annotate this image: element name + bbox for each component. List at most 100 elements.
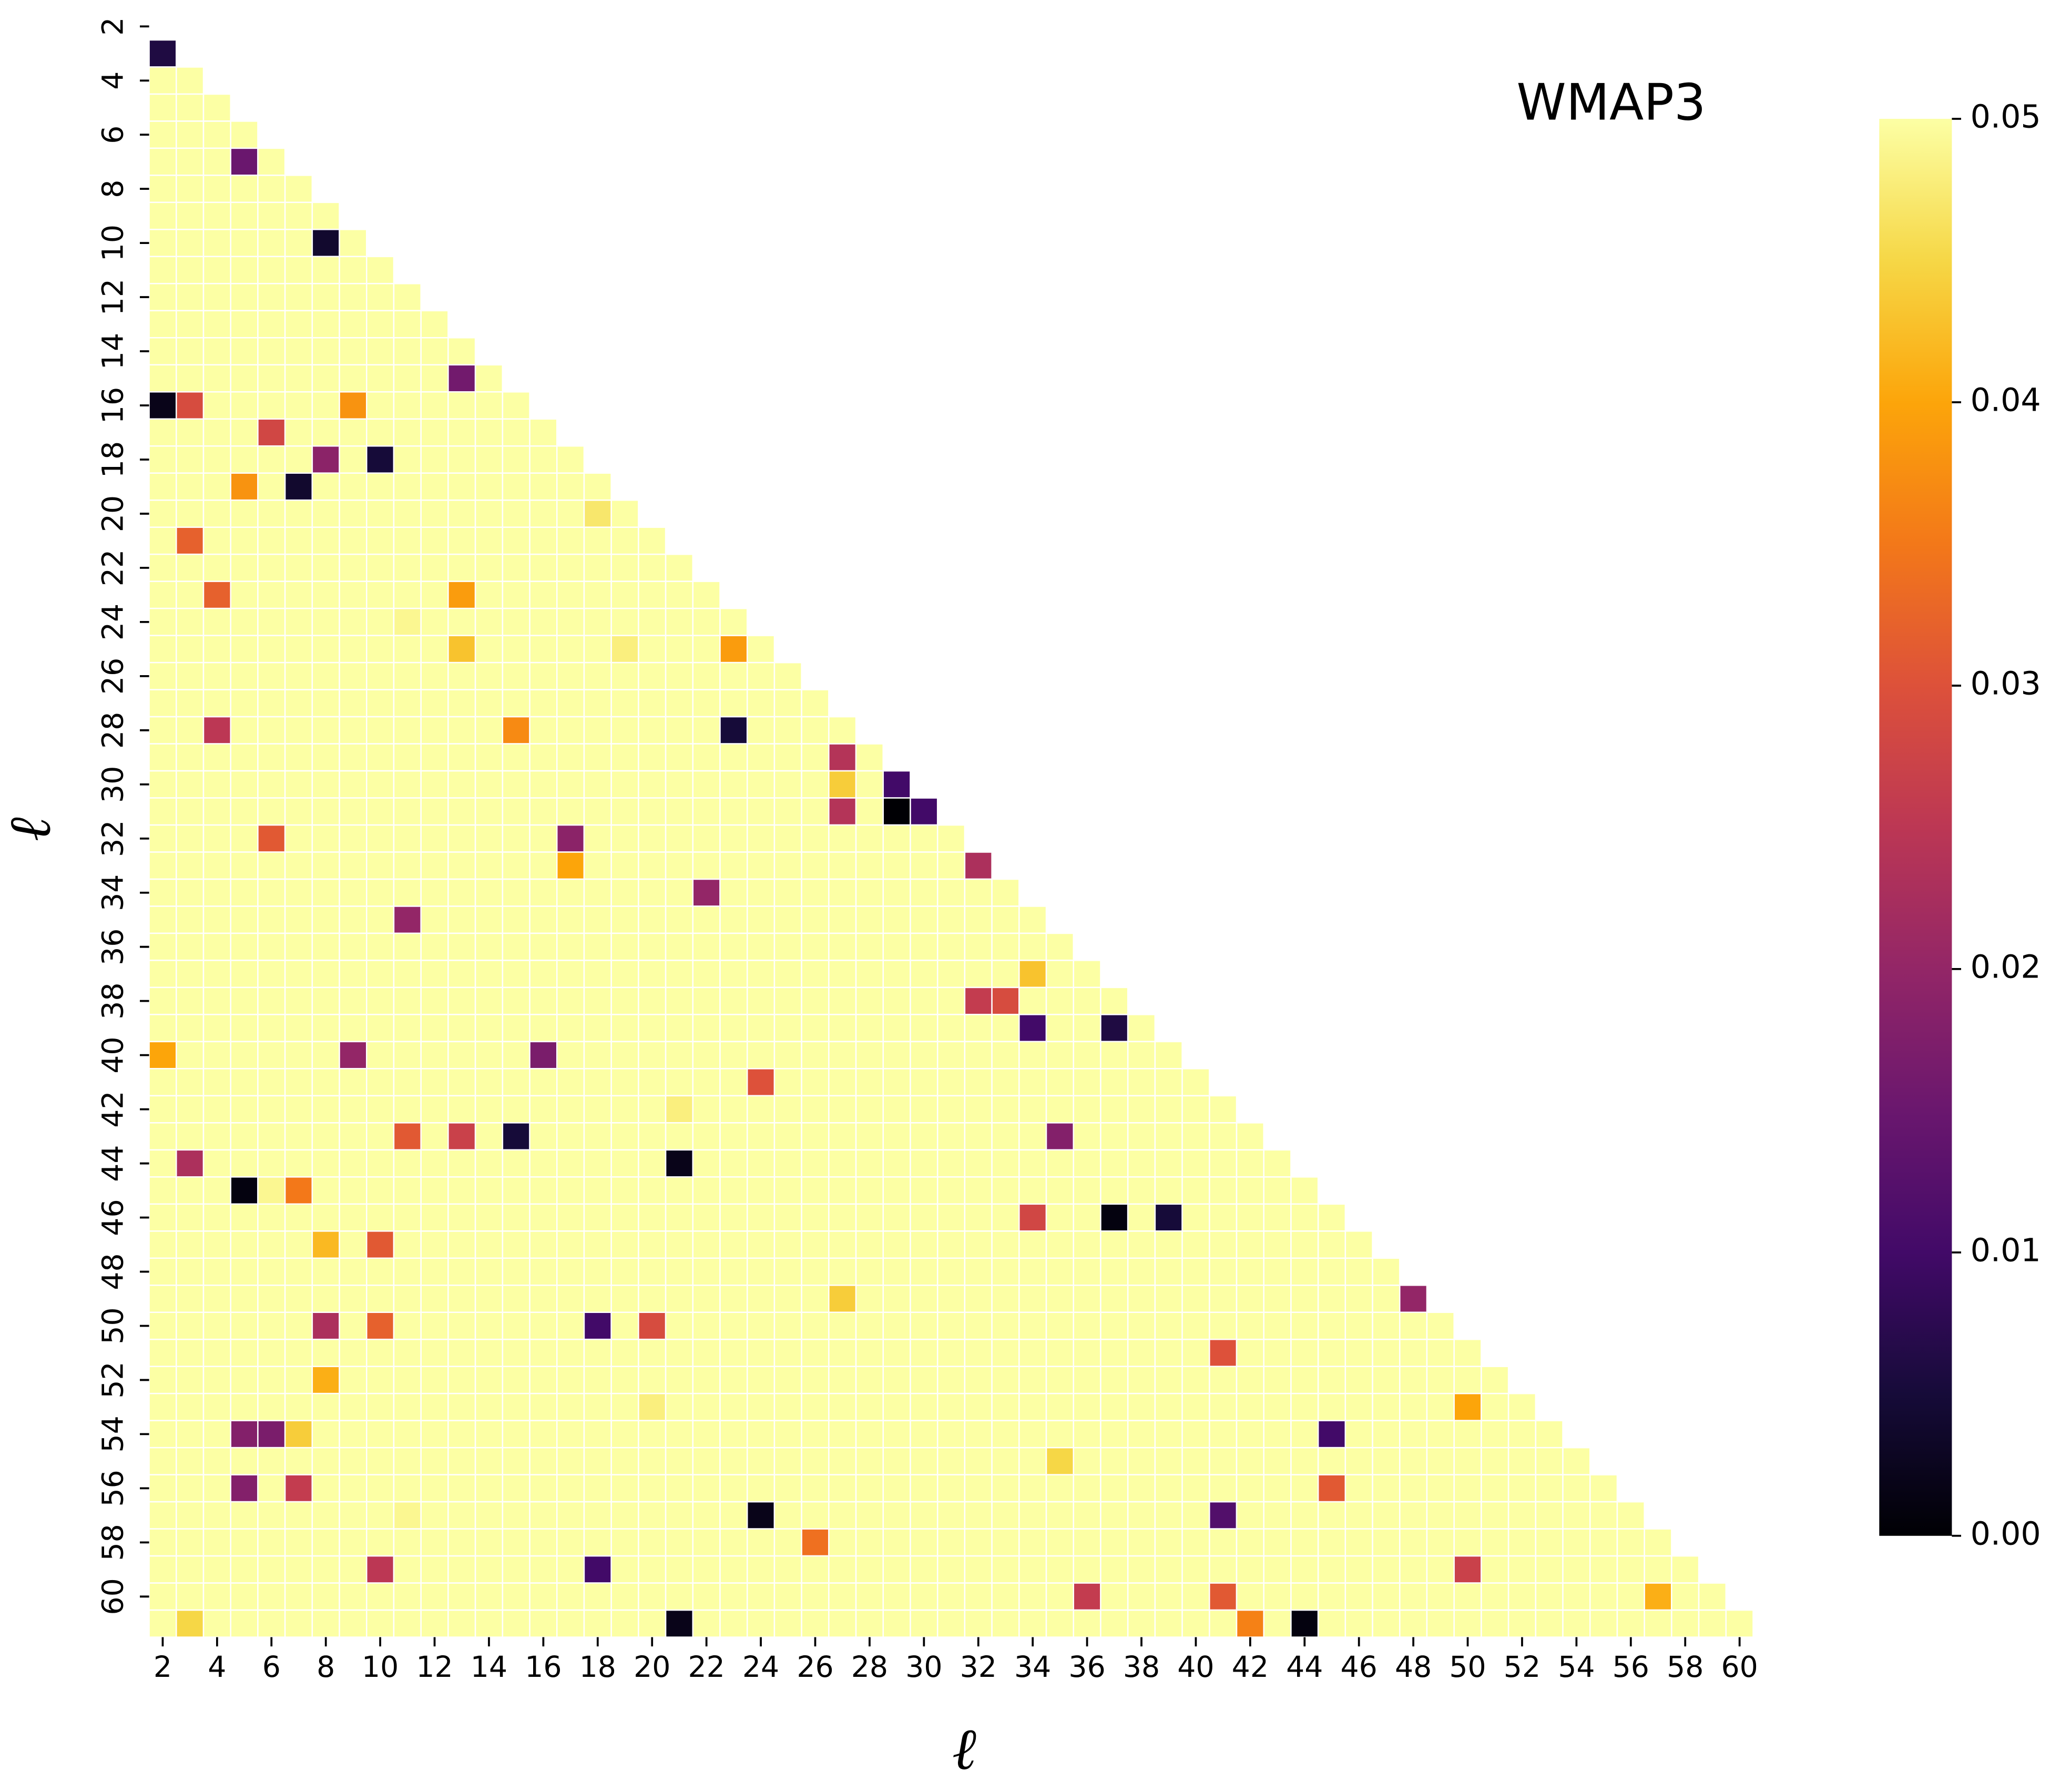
- heatmap-cell: [502, 635, 530, 664]
- heatmap-cell: [828, 851, 857, 880]
- heatmap-cell: [610, 1474, 639, 1503]
- heatmap-cell: [638, 960, 667, 989]
- heatmap-cell: [202, 1122, 231, 1151]
- heatmap-cell: [202, 1609, 231, 1638]
- heatmap-cell: [502, 1447, 530, 1475]
- heatmap-cell: [1236, 1555, 1264, 1584]
- heatmap-cell: [1290, 1555, 1319, 1584]
- heatmap-cell: [529, 1284, 558, 1313]
- heatmap-cell: [964, 1474, 993, 1503]
- heatmap-cell: [610, 1528, 639, 1557]
- heatmap-cell: [1725, 1609, 1754, 1638]
- heatmap-cell: [828, 1366, 857, 1394]
- heatmap-cell: [230, 743, 259, 772]
- heatmap-cell: [1263, 1392, 1292, 1421]
- heatmap-cell: [1616, 1528, 1645, 1557]
- heatmap-cell: [910, 1149, 938, 1178]
- heatmap-cell: [583, 1284, 612, 1313]
- heatmap-cell: [366, 1149, 395, 1178]
- heatmap-cell: [230, 1230, 259, 1259]
- heatmap-cell: [529, 1311, 558, 1340]
- heatmap-cell: [964, 1095, 993, 1124]
- heatmap-cell: [393, 1122, 422, 1151]
- heatmap-cell: [638, 1474, 667, 1503]
- y-tick-label: 50: [96, 1307, 130, 1344]
- heatmap-cell: [393, 1095, 422, 1124]
- heatmap-cell: [746, 1284, 776, 1313]
- heatmap-cell: [1100, 1284, 1129, 1313]
- heatmap-cell: [202, 1095, 231, 1124]
- heatmap-cell: [230, 1122, 259, 1151]
- heatmap-cell: [556, 1230, 585, 1259]
- heatmap-cell: [719, 1176, 748, 1205]
- x-tick-label: 40: [1177, 1651, 1214, 1684]
- heatmap-cell: [1426, 1582, 1455, 1611]
- heatmap-cell: [148, 175, 177, 203]
- heatmap-cell: [882, 1311, 911, 1340]
- heatmap-cell: [855, 1609, 884, 1638]
- heatmap-cell: [420, 770, 449, 799]
- heatmap-cell: [447, 878, 476, 907]
- heatmap-cell: [393, 526, 422, 555]
- heatmap-cell: [230, 147, 259, 176]
- heatmap-cell: [1018, 1366, 1047, 1394]
- heatmap-cell: [936, 1149, 966, 1178]
- heatmap-cell: [257, 905, 286, 934]
- heatmap-cell: [202, 1311, 231, 1340]
- heatmap-cell: [474, 553, 504, 582]
- heatmap-cell: [1399, 1366, 1428, 1394]
- heatmap-cell: [828, 1284, 857, 1313]
- heatmap-cell: [1127, 1257, 1156, 1286]
- heatmap-cell: [692, 1528, 721, 1557]
- heatmap-cell: [1181, 1149, 1210, 1178]
- heatmap-cell: [502, 499, 530, 528]
- heatmap-cell: [502, 1041, 530, 1070]
- heatmap-cell: [339, 337, 368, 366]
- heatmap-cell: [1018, 1068, 1047, 1097]
- heatmap-cell: [610, 716, 639, 745]
- heatmap-cell: [339, 1420, 368, 1449]
- heatmap-cell: [1127, 1420, 1156, 1449]
- heatmap-cell: [692, 770, 721, 799]
- heatmap-cell: [284, 1230, 313, 1259]
- heatmap-cell: [393, 607, 422, 636]
- heatmap-cell: [855, 1149, 884, 1178]
- heatmap-cell: [148, 120, 177, 149]
- heatmap-cell: [801, 1284, 830, 1313]
- heatmap-cell: [1073, 1501, 1101, 1530]
- heatmap-cell: [828, 1068, 857, 1097]
- heatmap-cell: [583, 607, 612, 636]
- heatmap-cell: [176, 526, 205, 555]
- heatmap-cell: [1127, 1014, 1156, 1043]
- heatmap-cell: [1399, 1555, 1428, 1584]
- heatmap-cell: [447, 905, 476, 934]
- heatmap-cell: [665, 1041, 694, 1070]
- heatmap-cell: [910, 1447, 938, 1475]
- heatmap-cell: [936, 1284, 966, 1313]
- heatmap-cell: [910, 1203, 938, 1232]
- heatmap-cell: [556, 716, 585, 745]
- heatmap-cell: [148, 1176, 177, 1205]
- heatmap-cell: [556, 635, 585, 664]
- heatmap-cell: [339, 229, 368, 258]
- heatmap-cell: [311, 1501, 340, 1530]
- heatmap-cell: [148, 1420, 177, 1449]
- heatmap-cell: [1317, 1447, 1346, 1475]
- heatmap-cell: [148, 986, 177, 1015]
- heatmap-cell: [176, 1609, 205, 1638]
- heatmap-cell: [1399, 1582, 1428, 1611]
- heatmap-cell: [447, 1474, 476, 1503]
- heatmap-cell: [420, 1041, 449, 1070]
- heatmap-cell: [1154, 1176, 1183, 1205]
- heatmap-cell: [1181, 1284, 1210, 1313]
- heatmap-cell: [202, 960, 231, 989]
- heatmap-cell: [1372, 1392, 1401, 1421]
- heatmap-cell: [148, 1474, 177, 1503]
- heatmap-cell: [991, 1122, 1020, 1151]
- heatmap-cell: [556, 878, 585, 907]
- heatmap-cell: [1399, 1338, 1428, 1367]
- heatmap-cell: [202, 1257, 231, 1286]
- heatmap-cell: [1644, 1528, 1672, 1557]
- heatmap-cell: [855, 986, 884, 1015]
- heatmap-cell: [719, 1095, 748, 1124]
